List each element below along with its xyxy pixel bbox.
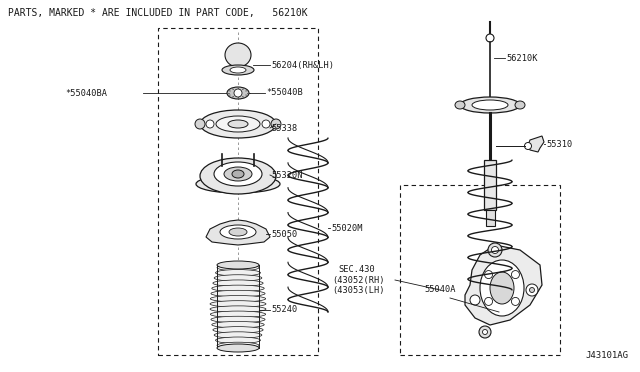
Ellipse shape	[271, 119, 281, 129]
Ellipse shape	[227, 87, 249, 99]
Circle shape	[529, 288, 534, 292]
Ellipse shape	[509, 295, 516, 304]
Ellipse shape	[222, 65, 254, 75]
Ellipse shape	[220, 225, 256, 239]
Polygon shape	[206, 220, 270, 245]
Text: 55338: 55338	[271, 124, 297, 132]
Ellipse shape	[214, 162, 262, 186]
Text: *55040B: *55040B	[266, 87, 303, 96]
Ellipse shape	[217, 264, 259, 271]
Ellipse shape	[214, 332, 262, 338]
Ellipse shape	[211, 311, 266, 317]
Ellipse shape	[196, 175, 280, 193]
Ellipse shape	[515, 101, 525, 109]
Polygon shape	[465, 245, 542, 325]
Text: 55020M: 55020M	[331, 224, 362, 232]
Ellipse shape	[455, 101, 465, 109]
Circle shape	[484, 296, 496, 308]
Text: (43053(LH): (43053(LH)	[332, 285, 385, 295]
Ellipse shape	[490, 272, 514, 304]
Text: J43101AG: J43101AG	[585, 351, 628, 360]
Text: *55040BA: *55040BA	[65, 89, 107, 97]
Text: 55240: 55240	[271, 305, 297, 314]
Text: 55040A: 55040A	[424, 285, 456, 295]
Polygon shape	[528, 136, 544, 152]
Ellipse shape	[212, 285, 264, 292]
Ellipse shape	[216, 116, 260, 132]
Circle shape	[484, 298, 493, 305]
Text: PARTS, MARKED * ARE INCLUDED IN PART CODE,   56210K: PARTS, MARKED * ARE INCLUDED IN PART COD…	[8, 8, 308, 18]
Circle shape	[484, 270, 493, 279]
Circle shape	[525, 142, 531, 150]
Ellipse shape	[200, 110, 276, 138]
Ellipse shape	[211, 316, 265, 323]
Ellipse shape	[230, 67, 246, 73]
Ellipse shape	[211, 290, 265, 297]
Text: 55310: 55310	[546, 140, 572, 148]
Circle shape	[492, 247, 499, 253]
Ellipse shape	[228, 120, 248, 128]
Ellipse shape	[214, 275, 262, 281]
Circle shape	[470, 295, 480, 305]
Ellipse shape	[211, 295, 266, 302]
Text: 55050: 55050	[271, 230, 297, 238]
Circle shape	[526, 284, 538, 296]
Circle shape	[488, 243, 502, 257]
Circle shape	[479, 326, 491, 338]
Ellipse shape	[200, 158, 276, 194]
Text: 55320N: 55320N	[271, 170, 303, 180]
Ellipse shape	[225, 43, 251, 67]
Circle shape	[483, 330, 488, 334]
Circle shape	[511, 270, 520, 279]
Bar	[400, 185, 560, 355]
Ellipse shape	[217, 261, 259, 269]
Ellipse shape	[472, 100, 508, 110]
Circle shape	[511, 298, 520, 305]
Ellipse shape	[213, 327, 263, 333]
Circle shape	[234, 89, 242, 97]
Ellipse shape	[210, 306, 266, 312]
Bar	[486, 210, 495, 226]
Ellipse shape	[216, 270, 260, 276]
Ellipse shape	[232, 170, 244, 178]
Bar	[481, 293, 499, 311]
Ellipse shape	[195, 119, 205, 129]
Ellipse shape	[480, 260, 524, 316]
Bar	[158, 28, 318, 355]
Bar	[484, 160, 496, 210]
Circle shape	[486, 34, 494, 42]
Ellipse shape	[217, 344, 259, 352]
Text: (43052(RH): (43052(RH)	[332, 276, 385, 285]
Ellipse shape	[516, 301, 525, 308]
Circle shape	[206, 120, 214, 128]
Ellipse shape	[217, 342, 259, 349]
Circle shape	[262, 120, 270, 128]
Text: SEC.430: SEC.430	[338, 266, 375, 275]
Ellipse shape	[229, 228, 247, 236]
Ellipse shape	[213, 280, 263, 286]
Text: 56210K: 56210K	[506, 54, 538, 62]
Ellipse shape	[212, 321, 264, 328]
Ellipse shape	[210, 301, 266, 307]
Text: 56204(RH&LH): 56204(RH&LH)	[271, 61, 334, 70]
Ellipse shape	[460, 97, 520, 113]
Ellipse shape	[216, 337, 260, 343]
Ellipse shape	[224, 167, 252, 181]
